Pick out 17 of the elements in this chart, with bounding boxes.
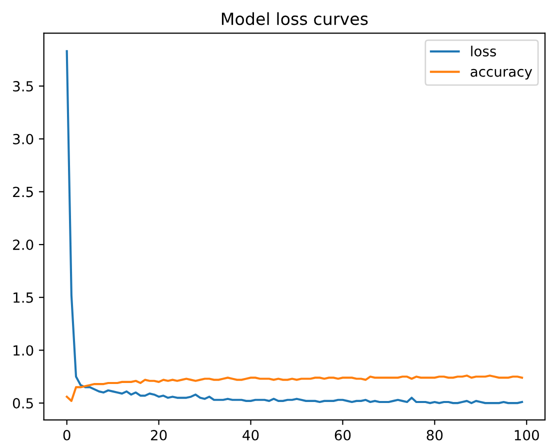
x-tick-label: 60 xyxy=(334,430,351,440)
y-tick-label: 3.0 xyxy=(13,134,34,144)
legend-label: loss xyxy=(471,46,496,56)
y-tick-label: 1.5 xyxy=(14,292,33,303)
y-tick-label: 2.0 xyxy=(13,240,34,250)
x-tick-label: 80 xyxy=(426,430,443,440)
x-tick-label: 100 xyxy=(514,430,539,440)
line-series xyxy=(66,374,524,402)
legend-label: accuracy xyxy=(470,68,532,80)
x-tick-label: 20 xyxy=(150,430,167,440)
x-tick-label: 40 xyxy=(242,430,259,440)
y-tick-label: 1.0 xyxy=(14,345,34,356)
chart-title: Model loss curves xyxy=(222,12,368,26)
y-tick-label: 3.5 xyxy=(13,81,33,92)
y-tick-label: 0.5 xyxy=(12,398,33,409)
y-tick-label: 2.5 xyxy=(13,186,33,198)
x-tick-label: 0 xyxy=(63,430,70,440)
